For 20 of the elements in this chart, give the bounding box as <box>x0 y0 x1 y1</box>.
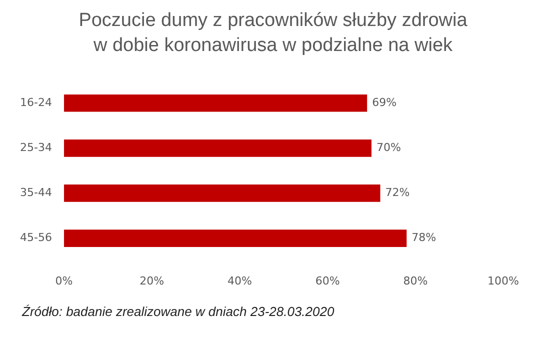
y-tick-label: 35-44 <box>20 186 52 200</box>
x-tick-label: 40% <box>227 274 252 288</box>
data-label: 78% <box>412 231 436 244</box>
y-tick-label: 25-34 <box>20 141 52 154</box>
data-label: 69% <box>372 96 397 109</box>
bar <box>64 184 380 202</box>
x-tick-label: 100% <box>488 274 520 288</box>
x-tick-label: 60% <box>315 274 340 288</box>
x-tick-label: 0% <box>55 274 73 288</box>
data-label: 72% <box>385 186 410 200</box>
x-tick-label: 80% <box>403 274 428 288</box>
bar <box>64 230 407 247</box>
chart-title: Poczucie dumy z pracowników służby zdrowia w dobie koronawirusa w podzialne na wiek <box>78 9 468 58</box>
data-label: 70% <box>376 141 401 154</box>
x-tick-label: 20% <box>140 274 164 288</box>
bar <box>64 140 372 157</box>
text: Źródło: badanie zrealizowane w dniach 23-28.03.2020 <box>22 304 336 319</box>
y-tick-label: 16-24 <box>20 96 52 109</box>
y-tick-label: 45-56 <box>20 231 52 244</box>
bar <box>64 94 368 112</box>
